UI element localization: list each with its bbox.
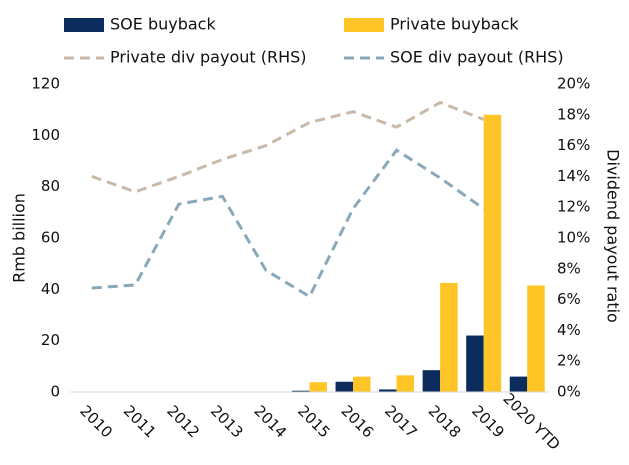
y2-tick-label: 16%	[557, 136, 590, 154]
bar	[466, 335, 484, 392]
y-tick-label: 60	[41, 229, 60, 247]
bar	[292, 390, 310, 392]
legend-label: Private div payout (RHS)	[110, 48, 307, 67]
bar	[396, 375, 415, 392]
y2-tick-label: 6%	[557, 290, 581, 308]
x-tick-label: 2019	[468, 402, 508, 442]
bar	[440, 282, 458, 392]
legend-swatch	[344, 18, 384, 32]
y2-tick-label: 14%	[557, 167, 590, 185]
x-tick-label: 2012	[163, 402, 203, 442]
x-tick-label: 2010	[76, 402, 116, 442]
legend-swatch	[64, 18, 104, 32]
x-tick-label: 2014	[250, 402, 290, 442]
y-tick-label: 20	[41, 331, 60, 349]
x-tick-label: 2011	[120, 402, 160, 442]
y2-tick-label: 10%	[557, 229, 590, 247]
y2-tick-label: 20%	[557, 75, 590, 93]
bar	[309, 382, 327, 392]
bar	[335, 381, 354, 392]
y2-tick-label: 2%	[557, 352, 581, 370]
x-tick-label: 2016	[338, 402, 378, 442]
y2-tick-label: 18%	[557, 105, 590, 123]
bar	[379, 389, 397, 392]
bar	[483, 114, 502, 393]
y2-axis-label: Dividend payout ratio	[604, 149, 623, 323]
y2-tick-label: 8%	[557, 259, 581, 277]
y-axis-label: Rmb billion	[10, 193, 29, 283]
line	[91, 148, 485, 299]
bar	[527, 285, 545, 392]
bar	[509, 376, 528, 392]
legend-label: SOE buyback	[110, 15, 216, 34]
line	[91, 100, 485, 194]
legend-label: Private buyback	[390, 15, 519, 34]
y-tick-label: 100	[31, 126, 60, 144]
bar	[422, 370, 441, 392]
x-tick-label: 2020 YTD	[499, 390, 563, 454]
y2-tick-label: 0%	[557, 383, 581, 401]
bar	[353, 376, 371, 392]
x-tick-label: 2013	[207, 402, 247, 442]
y-tick-label: 120	[31, 75, 60, 93]
y-tick-label: 0	[50, 383, 60, 401]
y-tick-label: 80	[41, 177, 60, 195]
x-tick-label: 2017	[381, 402, 421, 442]
x-tick-label: 2018	[425, 402, 465, 442]
y2-tick-label: 12%	[557, 198, 590, 216]
y-tick-label: 40	[41, 280, 60, 298]
legend-label: SOE div payout (RHS)	[390, 48, 564, 67]
x-tick-label: 2015	[294, 402, 334, 442]
y2-tick-label: 4%	[557, 321, 581, 339]
